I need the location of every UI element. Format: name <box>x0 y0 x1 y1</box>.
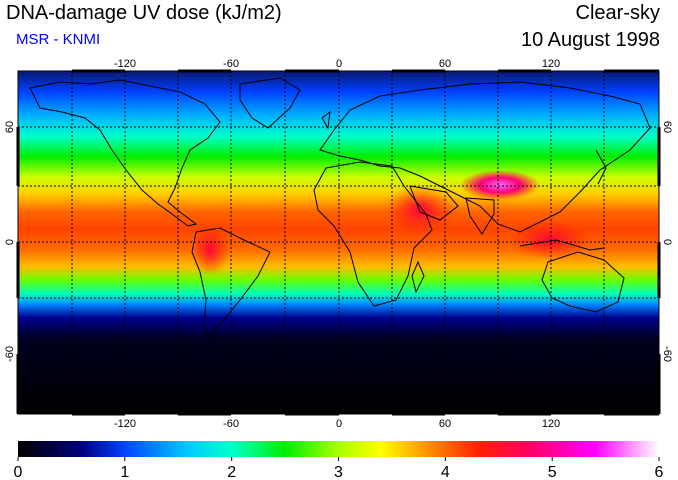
lon-tick-bottom: 60 <box>439 418 451 430</box>
lon-tick-bottom: -60 <box>223 418 239 430</box>
lat-tick-left: 0 <box>4 239 16 245</box>
south-america-outline <box>191 227 271 339</box>
colorbar-label: 3 <box>334 464 343 480</box>
indonesia-outline <box>519 239 605 251</box>
date-label: 10 August 1998 <box>520 29 660 51</box>
sky-condition-label: Clear-sky <box>575 2 660 24</box>
colorbar-label: 5 <box>548 464 557 480</box>
lat-tick-left: 60 <box>4 121 16 133</box>
map-area <box>18 71 659 414</box>
lon-tick-bottom: 0 <box>336 418 342 430</box>
lon-tick-top: 0 <box>336 58 342 70</box>
uk-outline <box>321 110 331 130</box>
arabia-outline <box>409 185 459 221</box>
lon-tick-bottom: 120 <box>542 418 560 430</box>
andes-hotspot <box>190 225 230 275</box>
lat-tick-right: 60 <box>661 121 673 133</box>
coastlines <box>29 77 651 339</box>
colorbar <box>18 441 659 457</box>
lon-tick-top: -60 <box>223 58 239 70</box>
africa-outline <box>313 161 433 307</box>
japan-outline <box>595 149 607 185</box>
australia-outline <box>541 251 625 313</box>
lon-tick-top: 120 <box>542 58 560 70</box>
greenland-outline <box>239 77 301 129</box>
graticule <box>18 71 659 414</box>
lat-tick-left: -60 <box>4 346 16 362</box>
colorbar-ticks <box>17 457 660 461</box>
lon-tick-top: -120 <box>114 58 136 70</box>
source-label: MSR - KNMI <box>16 31 101 48</box>
colorbar-label: 6 <box>655 464 664 480</box>
colorbar-label: 1 <box>120 464 129 480</box>
map-frame <box>17 70 660 415</box>
arabia-hotspot <box>385 185 455 235</box>
asia-hotspot <box>510 220 590 260</box>
lat-tick-right: -60 <box>661 346 673 362</box>
lon-tick-top: 60 <box>439 58 451 70</box>
map-title: DNA-damage UV dose (kJ/m2) <box>6 2 282 24</box>
lat-tick-right: 0 <box>661 239 673 245</box>
madagascar-outline <box>411 260 425 294</box>
india-outline <box>465 197 495 235</box>
colorbar-label: 0 <box>14 464 23 480</box>
colorbar-label: 4 <box>441 464 450 480</box>
lon-tick-bottom: -120 <box>114 418 136 430</box>
tibet-hotspot <box>460 170 540 200</box>
eurasia-outline <box>319 81 651 233</box>
colorbar-label: 2 <box>227 464 236 480</box>
north-america-outline <box>29 79 221 227</box>
